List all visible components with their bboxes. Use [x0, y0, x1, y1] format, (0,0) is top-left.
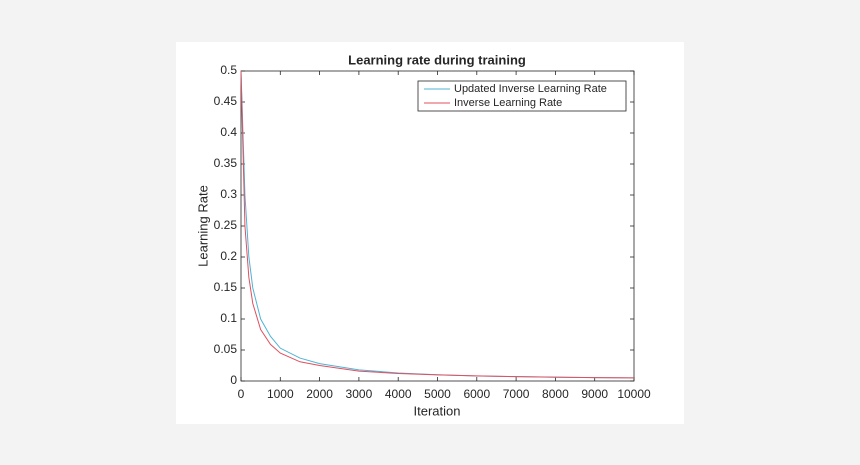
x-tick-label: 7000: [503, 387, 530, 401]
y-tick-label: 0.1: [220, 311, 237, 325]
x-tick-label: 3000: [346, 387, 373, 401]
x-tick-label: 8000: [542, 387, 569, 401]
y-tick-label: 0.45: [214, 94, 238, 108]
y-axis-label: Learning Rate: [195, 185, 210, 267]
x-tick-label: 10000: [617, 387, 651, 401]
legend-box: [417, 80, 627, 112]
y-tick-label: 0.4: [220, 125, 237, 139]
y-tick-label: 0.2: [220, 249, 237, 263]
plot-frame: [240, 70, 635, 382]
legend-label: Updated Inverse Learning Rate: [454, 83, 607, 95]
y-tick-label: 0.15: [214, 280, 238, 294]
x-tick-label: 9000: [581, 387, 608, 401]
x-axis-label: Iteration: [414, 403, 461, 418]
y-tick-label: 0.35: [214, 156, 238, 170]
x-tick-label: 4000: [385, 387, 412, 401]
y-tick-label: 0.5: [220, 63, 237, 77]
x-tick-label: 5000: [424, 387, 451, 401]
y-tick-label: 0.3: [220, 187, 237, 201]
y-tick-label: 0: [230, 373, 237, 387]
x-tick-label: 6000: [463, 387, 490, 401]
chart-title: Learning rate during training: [348, 52, 526, 67]
y-tick-label: 0.05: [214, 342, 238, 356]
x-tick-label: 1000: [267, 387, 294, 401]
y-tick-label: 0.25: [214, 218, 238, 232]
x-tick-label: 0: [238, 387, 245, 401]
x-tick-label: 2000: [306, 387, 333, 401]
series-line: [240, 70, 635, 379]
legend-label: Inverse Learning Rate: [454, 97, 562, 109]
